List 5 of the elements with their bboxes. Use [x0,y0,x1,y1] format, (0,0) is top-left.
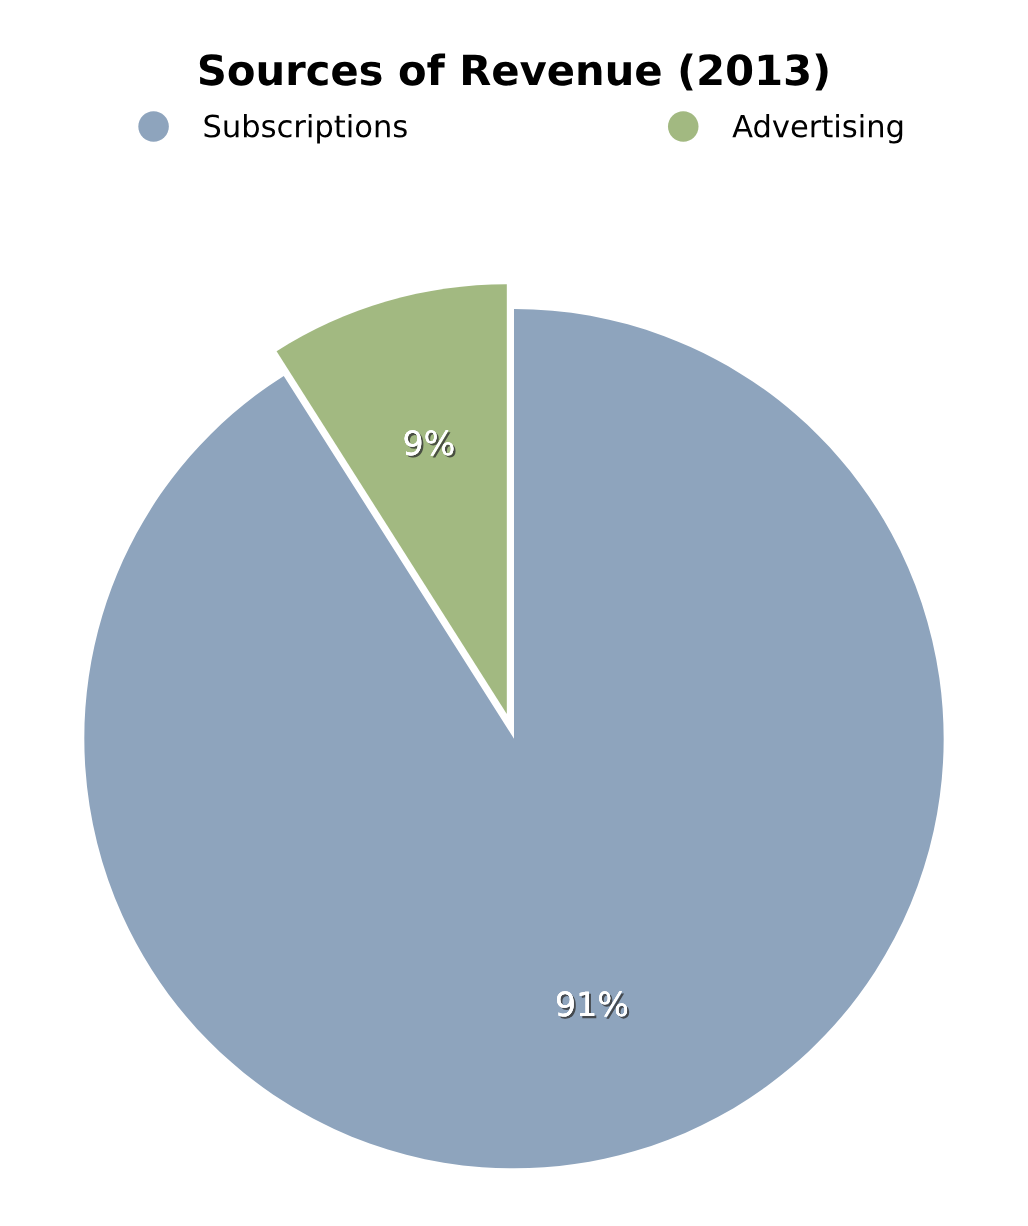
data-label: 9% [404,430,456,458]
legend-label: Subscriptions [204,113,407,144]
legend-label: Advertising [732,113,903,144]
chart-title: Sources of Revenue (2013) [199,53,828,91]
data-label: 91% [556,991,630,1019]
